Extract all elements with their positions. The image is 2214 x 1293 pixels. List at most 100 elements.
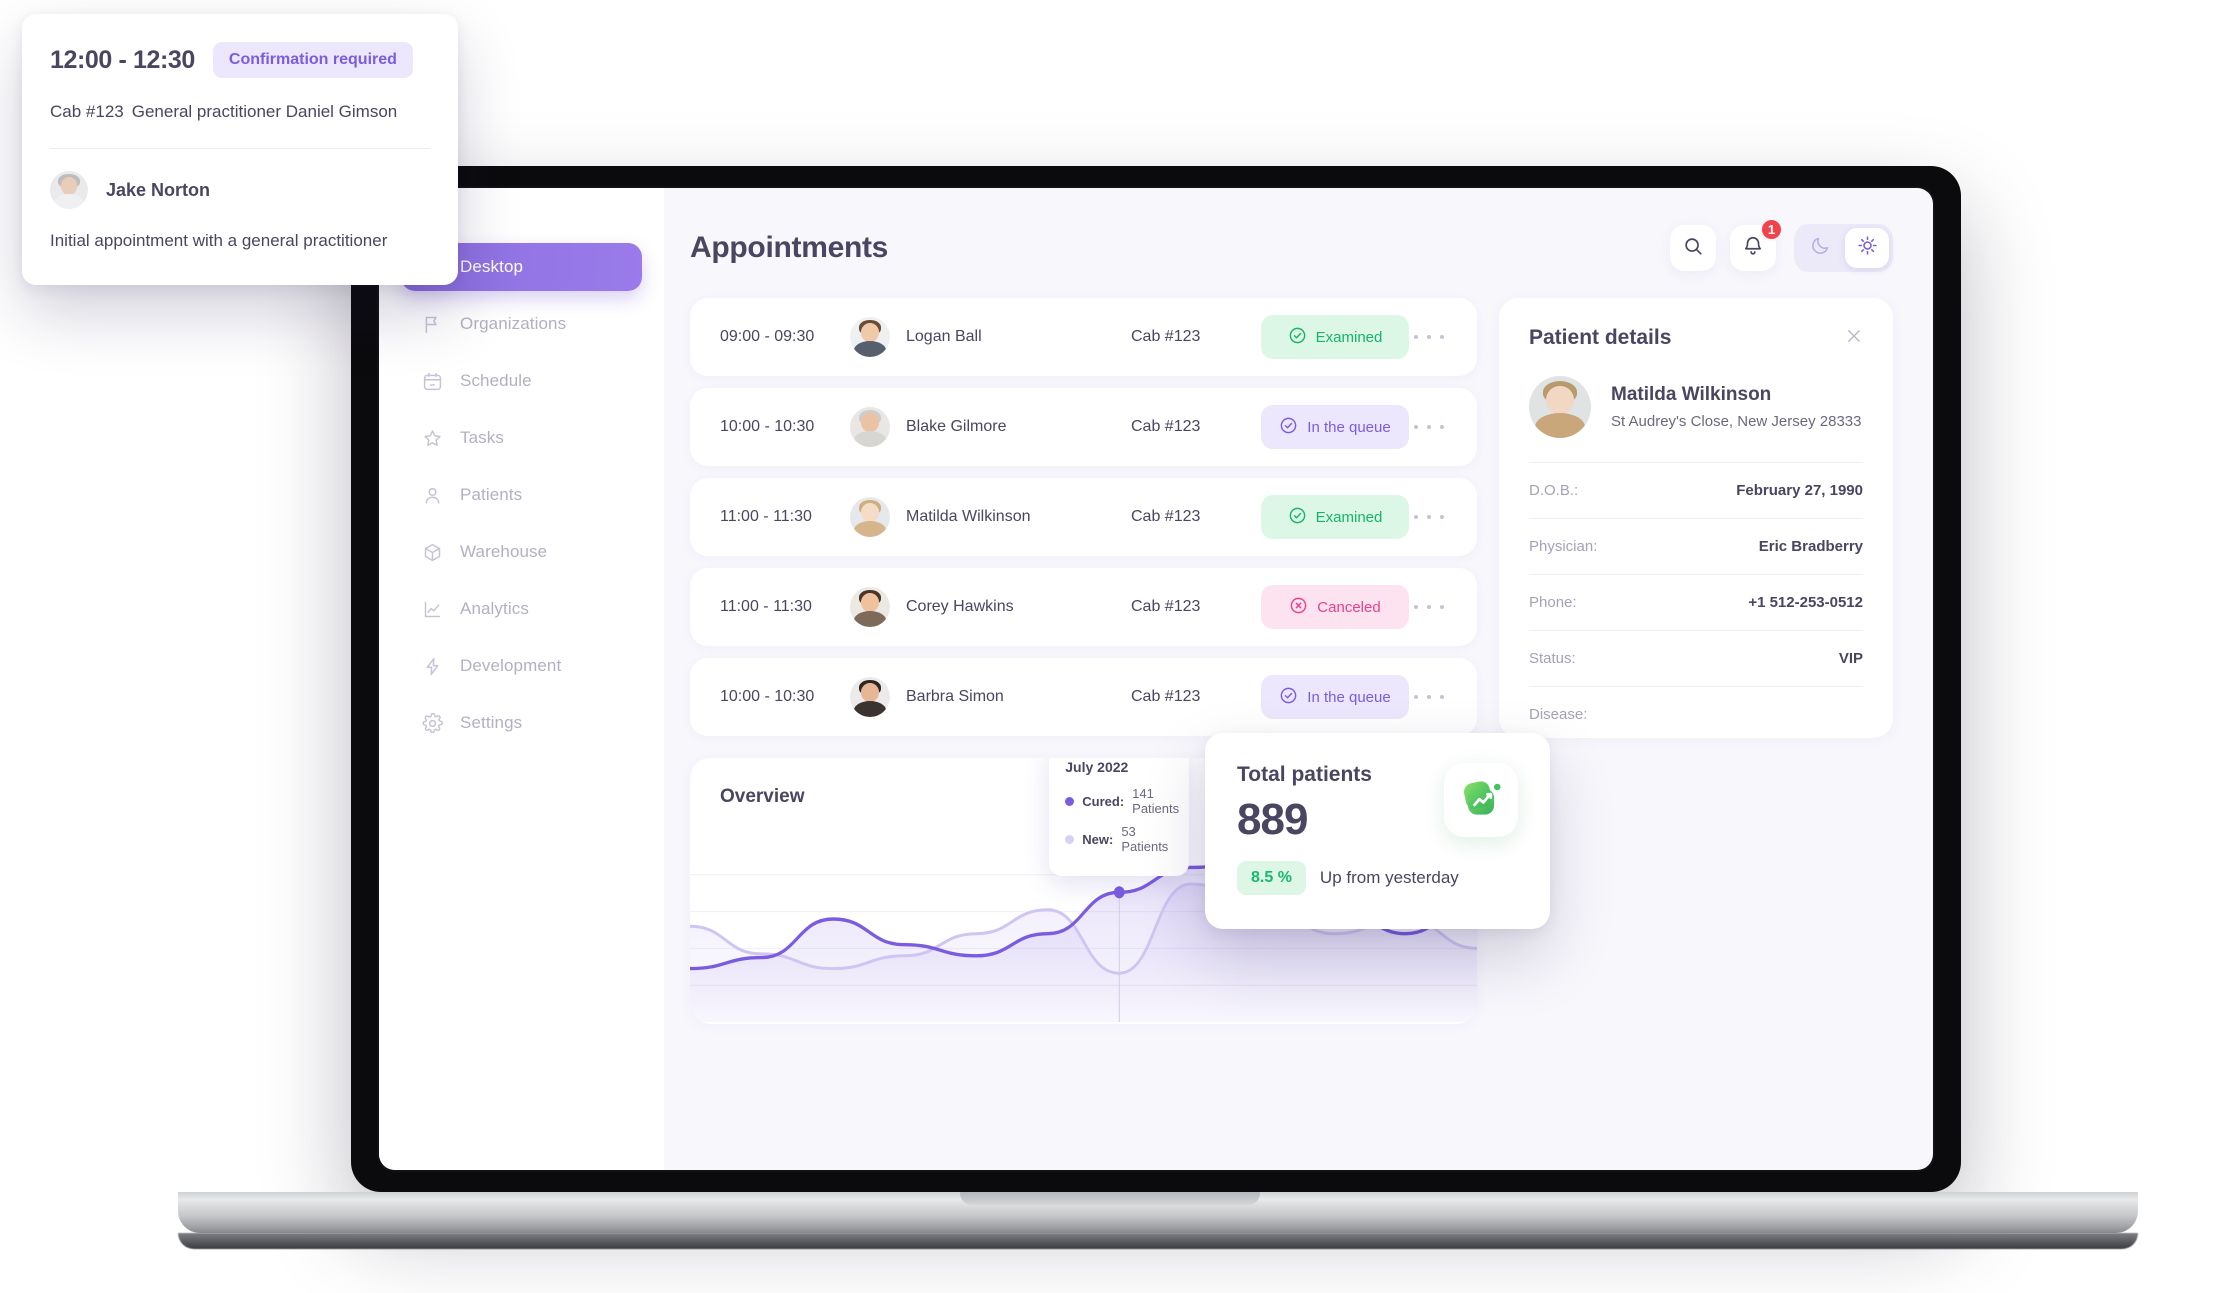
patient-detail-row: Disease: [1529, 686, 1863, 738]
check-circle-icon [1288, 506, 1307, 529]
detail-key: Disease: [1529, 706, 1588, 723]
divider [50, 148, 430, 149]
chart-line-new [690, 882, 1477, 975]
row-menu-button[interactable] [1409, 333, 1449, 341]
appointment-cabinet: Cab #123 [1131, 328, 1201, 345]
theme-dark-option[interactable] [1798, 228, 1842, 268]
tooltip-title: July 2022 [1065, 759, 1129, 775]
tooltip-dot-new [1065, 834, 1075, 844]
table-row[interactable]: 09:00 - 09:30 Logan Ball Cab #123 Examined [690, 298, 1477, 376]
appointment-cabinet: Cab #123 [1131, 418, 1201, 435]
patient-detail-rows: D.O.B.: February 27, 1990 Physician: Eric B… [1529, 462, 1863, 738]
trending-up-icon [1444, 763, 1518, 837]
sidebar-item-patients[interactable]: Patients [401, 471, 642, 519]
close-icon[interactable] [1845, 327, 1863, 350]
status-badge: Examined [1261, 315, 1409, 359]
main-column: Appointments [664, 188, 1933, 1170]
table-row[interactable]: 10:00 - 10:30 Blake Gilmore Cab #123 In the… [690, 388, 1477, 466]
theme-toggle[interactable] [1794, 224, 1893, 272]
dashboard-app: Desktop Organizations Schedule Tasks Patient… [379, 188, 1933, 1170]
row-menu-button[interactable] [1409, 423, 1449, 431]
overview-title: Overview [720, 786, 805, 807]
total-patients-header: Total patients 889 [1237, 763, 1518, 845]
right-column: Patient details [1499, 298, 1893, 1024]
patient-name: Matilda Wilkinson [1611, 384, 1772, 405]
avatar [50, 171, 88, 209]
avatar [850, 317, 890, 357]
appointment-note: Initial appointment with a general pract… [50, 231, 388, 250]
sidebar-item-label: Warehouse [460, 542, 548, 561]
status-badge: Examined [1261, 495, 1409, 539]
avatar [1529, 376, 1591, 438]
appointment-patient: Corey Hawkins [850, 587, 1131, 627]
appointment-patient: Logan Ball [850, 317, 1131, 357]
status-label: Canceled [1317, 598, 1381, 616]
user-icon [421, 484, 443, 506]
check-circle-icon [1288, 326, 1307, 349]
check-circle-icon [1279, 686, 1298, 709]
search-button[interactable] [1670, 225, 1716, 271]
sidebar-item-organizations[interactable]: Organizations [401, 300, 642, 348]
total-patients-footer: 8.5 % Up from yesterday [1237, 861, 1518, 895]
sidebar-item-settings[interactable]: Settings [401, 699, 642, 747]
sidebar-item-development[interactable]: Development [401, 642, 642, 690]
sidebar-item-warehouse[interactable]: Warehouse [401, 528, 642, 576]
row-menu-button[interactable] [1409, 603, 1449, 611]
flag-icon [421, 313, 443, 335]
patient-details-card: Patient details [1499, 298, 1893, 738]
x-circle-icon [1289, 596, 1308, 619]
appointment-time: 10:00 - 10:30 [720, 418, 815, 435]
appointment-popup-card: 12:00 - 12:30 Confirmation required Cab … [22, 14, 458, 285]
sun-icon [1857, 235, 1878, 261]
appointment-patient-name: Corey Hawkins [906, 598, 1014, 615]
status-label: In the queue [1307, 688, 1391, 706]
appointment-patient-name: Blake Gilmore [906, 418, 1007, 435]
patient-detail-row: Physician: Eric Bradberry [1529, 518, 1863, 574]
appointment-patient: Blake Gilmore [850, 407, 1131, 447]
appointment-cabinet: Cab #123 [1131, 688, 1201, 705]
avatar [850, 587, 890, 627]
sidebar-item-schedule[interactable]: Schedule [401, 357, 642, 405]
total-patients-title: Total patients [1237, 763, 1372, 786]
status-label: Examined [1315, 328, 1383, 346]
sidebar-item-label: Analytics [460, 599, 529, 618]
notifications-button[interactable]: 1 [1730, 218, 1783, 271]
detail-key: Physician: [1529, 538, 1598, 555]
avatar [850, 497, 890, 537]
notification-badge: 1 [1760, 218, 1783, 241]
detail-value: February 27, 1990 [1736, 482, 1863, 499]
appointment-time: 11:00 - 11:30 [720, 598, 812, 615]
calendar-icon [421, 370, 443, 392]
tooltip-key-new: New: [1082, 831, 1114, 847]
sidebar-item-tasks[interactable]: Tasks [401, 414, 642, 462]
status-label: In the queue [1307, 418, 1391, 436]
theme-light-option[interactable] [1845, 228, 1889, 268]
row-menu-button[interactable] [1409, 693, 1449, 701]
laptop-foot [178, 1233, 2138, 1249]
tooltip-row-new: New: 53 Patients [1065, 824, 1173, 854]
table-row[interactable]: 11:00 - 11:30 Matilda Wilkinson Cab #123 Ex… [690, 478, 1477, 556]
status-badge: In the queue [1261, 405, 1409, 449]
tooltip-value-cured: 141 Patients [1132, 786, 1180, 816]
sidebar-item-analytics[interactable]: Analytics [401, 585, 642, 633]
table-row[interactable]: 11:00 - 11:30 Corey Hawkins Cab #123 Cancel… [690, 568, 1477, 646]
appointment-patient: Matilda Wilkinson [850, 497, 1131, 537]
sidebar-item-label: Schedule [460, 371, 532, 390]
detail-value: VIP [1838, 650, 1863, 667]
appointment-time: 11:00 - 11:30 [720, 508, 812, 525]
tooltip-row-cured: Cured: 141 Patients [1065, 786, 1179, 816]
box-icon [421, 541, 443, 563]
appointments-list: 09:00 - 09:30 Logan Ball Cab #123 Examined 1… [690, 298, 1477, 736]
status-badge: In the queue [1261, 675, 1409, 719]
table-row[interactable]: 10:00 - 10:30 Barbra Simon Cab #123 In the … [690, 658, 1477, 736]
patient-details-header: Patient details [1529, 326, 1863, 350]
appointment-cab: Cab #123 [50, 102, 124, 121]
sidebar-item-label: Tasks [460, 428, 504, 447]
patient-details-title: Patient details [1529, 326, 1672, 349]
appointment-patient-name: Logan Ball [906, 328, 982, 345]
appointment-time: 10:00 - 10:30 [720, 688, 815, 705]
appointment-cabinet: Cab #123 [1131, 598, 1201, 615]
topbar-actions: 1 [1670, 218, 1893, 272]
row-menu-button[interactable] [1409, 513, 1449, 521]
sidebar-item-label: Desktop [460, 257, 524, 276]
